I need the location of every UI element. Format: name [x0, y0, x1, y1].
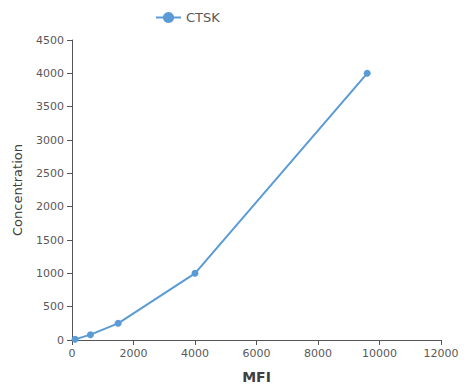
svg-text:CTSK: CTSK — [186, 10, 220, 25]
svg-text:10000: 10000 — [362, 347, 397, 360]
svg-text:2500: 2500 — [36, 167, 64, 180]
svg-text:4500: 4500 — [36, 34, 64, 47]
svg-text:6000: 6000 — [243, 347, 271, 360]
svg-text:12000: 12000 — [424, 347, 459, 360]
svg-text:1000: 1000 — [36, 267, 64, 280]
svg-text:3000: 3000 — [36, 134, 64, 147]
svg-text:1500: 1500 — [36, 234, 64, 247]
svg-text:0: 0 — [57, 334, 64, 347]
svg-text:8000: 8000 — [304, 347, 332, 360]
svg-text:MFI: MFI — [242, 369, 271, 385]
svg-text:2000: 2000 — [36, 200, 64, 213]
svg-text:4000: 4000 — [181, 347, 209, 360]
svg-text:Concentration: Concentration — [10, 144, 25, 236]
svg-text:2000: 2000 — [120, 347, 148, 360]
svg-text:500: 500 — [43, 300, 64, 313]
svg-text:0: 0 — [69, 347, 76, 360]
svg-text:3500: 3500 — [36, 100, 64, 113]
svg-text:4000: 4000 — [36, 67, 64, 80]
